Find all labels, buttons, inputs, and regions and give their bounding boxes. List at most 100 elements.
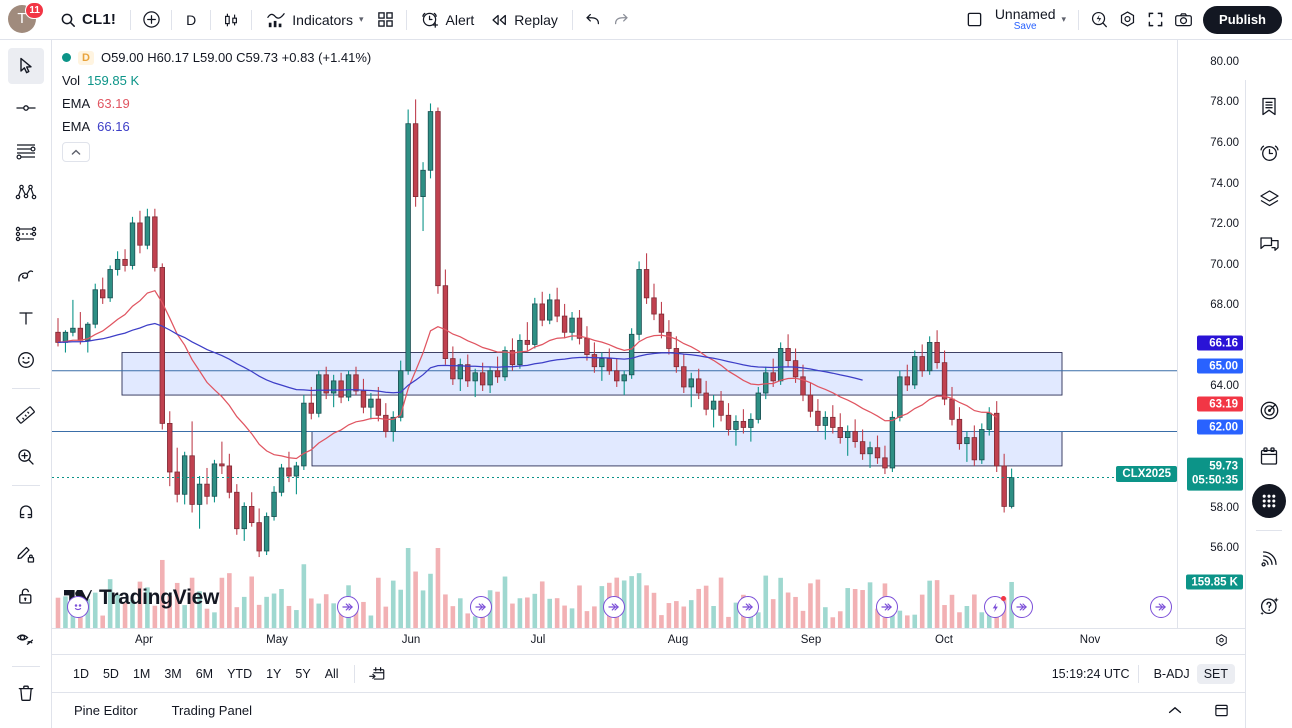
alerts-panel-button[interactable] xyxy=(1251,134,1287,170)
hide-drawings-tool[interactable] xyxy=(8,620,44,656)
fullscreen-button[interactable] xyxy=(1141,6,1169,34)
legend-collapse-button[interactable] xyxy=(62,142,90,162)
timeframe-1m[interactable]: 1M xyxy=(132,666,151,681)
brush-tool[interactable] xyxy=(8,258,44,294)
chevron-down-icon[interactable]: ▾ xyxy=(1061,14,1067,24)
chart-settings-button[interactable] xyxy=(1113,6,1141,34)
drawing-mode-tool[interactable] xyxy=(8,536,44,572)
dividend-event[interactable] xyxy=(1150,596,1172,618)
timeframe-1d[interactable]: 1D xyxy=(73,666,89,681)
redo-button[interactable] xyxy=(607,6,635,34)
dividend-event[interactable] xyxy=(876,596,898,618)
zone-upper-price-badge[interactable]: 65.00 xyxy=(1197,358,1243,374)
legend-series-row[interactable]: D O59.00 H60.17 L59.00 C59.73 +0.83 (+1.… xyxy=(62,46,371,69)
horizontal-lines-tool[interactable] xyxy=(8,132,44,168)
ema-fast-price-badge[interactable]: 63.19 xyxy=(1197,396,1243,412)
news-event[interactable] xyxy=(984,596,1006,618)
dividend-event[interactable] xyxy=(1011,596,1033,618)
last-price-badge[interactable]: 59.73 05:50:35 xyxy=(1186,457,1243,491)
save-layout-button[interactable] xyxy=(961,6,989,34)
dividend-event[interactable] xyxy=(737,596,759,618)
cursor-tool[interactable] xyxy=(7,48,44,84)
timeframe-5d[interactable]: 5D xyxy=(102,666,119,681)
publish-button[interactable]: Publish xyxy=(1203,5,1282,34)
timeframe-6m[interactable]: 6M xyxy=(195,666,214,681)
legend-volume-row[interactable]: Vol 159.85 K xyxy=(62,69,371,92)
session-clock[interactable]: 15:19:24 UTC xyxy=(1051,666,1130,681)
emoji-tool[interactable] xyxy=(8,342,44,378)
timeframe-all[interactable]: All xyxy=(324,666,339,681)
chevron-down-icon[interactable]: ▾ xyxy=(358,14,364,24)
legend-ema-fast-row[interactable]: EMA 63.19 xyxy=(62,92,371,115)
pattern-tool[interactable] xyxy=(8,174,44,210)
watchlist-panel-button[interactable] xyxy=(1251,88,1287,124)
replay-button[interactable]: Replay xyxy=(482,6,566,34)
divider xyxy=(210,9,212,30)
timeframe-1y[interactable]: 1Y xyxy=(266,666,282,681)
dividend-event[interactable] xyxy=(337,596,359,618)
undo-button[interactable] xyxy=(579,6,607,34)
legend-ema-slow-row[interactable]: EMA 66.16 xyxy=(62,115,371,138)
volume-value-badge[interactable]: 159.85 K xyxy=(1186,574,1243,590)
quick-search-button[interactable] xyxy=(1085,6,1113,34)
timeframe-5y[interactable]: 5Y xyxy=(295,666,311,681)
magnet-tool[interactable] xyxy=(8,494,44,530)
time-axis[interactable]: Apr May Jun Jul Aug Sep Oct Nov xyxy=(52,628,1245,654)
chart-settings-quick-button[interactable]: SET xyxy=(1196,663,1235,684)
divider xyxy=(251,9,253,30)
measure-tool[interactable] xyxy=(8,397,44,433)
candle-body xyxy=(681,366,687,388)
indicators-button[interactable]: Indicators ▾ xyxy=(258,6,371,34)
volume-bar xyxy=(629,576,634,628)
tab-trading-panel[interactable]: Trading Panel xyxy=(171,703,253,718)
data-window-panel-button[interactable] xyxy=(1251,180,1287,216)
last-price-symbol-tag[interactable]: CLX2025 xyxy=(1116,466,1177,482)
apps-panel-button[interactable] xyxy=(1252,484,1286,518)
demand-zone[interactable] xyxy=(311,431,1063,467)
layout-save-link[interactable]: Save xyxy=(1013,20,1037,32)
ideas-panel-button[interactable] xyxy=(1251,392,1287,428)
text-tool[interactable] xyxy=(8,300,44,336)
snapshot-button[interactable] xyxy=(1169,6,1197,34)
price-plot[interactable] xyxy=(52,40,1177,628)
chat-panel-button[interactable] xyxy=(1251,226,1287,262)
brush-icon xyxy=(15,266,36,286)
price-axis[interactable]: 80.00 78.00 76.00 74.00 72.00 70.00 68.00 64.00… xyxy=(1177,40,1245,628)
trend-line-tool[interactable] xyxy=(8,90,44,126)
time-axis-settings-button[interactable] xyxy=(1214,633,1229,648)
alert-button[interactable]: Alert xyxy=(413,6,483,34)
remove-drawings-tool[interactable] xyxy=(8,675,44,711)
panel-collapse-button[interactable] xyxy=(1161,697,1189,725)
date-range-button[interactable] xyxy=(363,660,391,688)
symbol-search-button[interactable]: CL1! xyxy=(52,6,124,34)
zone-lower-price-badge[interactable]: 62.00 xyxy=(1197,419,1243,435)
ema-slow-price-badge[interactable]: 66.16 xyxy=(1197,335,1243,351)
notification-badge[interactable]: 11 xyxy=(25,1,44,19)
volume-bar xyxy=(219,577,225,628)
adjustment-button[interactable]: B-ADJ xyxy=(1153,666,1190,681)
candle-body xyxy=(532,303,538,345)
user-avatar[interactable]: T 11 xyxy=(8,1,44,35)
panel-maximize-button[interactable] xyxy=(1207,697,1235,725)
lock-drawings-tool[interactable] xyxy=(8,578,44,614)
chart-style-button[interactable] xyxy=(217,6,245,34)
earnings-event[interactable] xyxy=(67,596,89,618)
timeframe-3m[interactable]: 3M xyxy=(164,666,182,681)
chart-column: TradingView D O59.00 H60.17 L59.00 C59.7… xyxy=(52,40,1245,728)
interval-button[interactable]: D xyxy=(178,6,204,34)
stream-panel-button[interactable] xyxy=(1251,541,1287,577)
help-panel-button[interactable] xyxy=(1251,587,1287,623)
prediction-tool[interactable] xyxy=(8,216,44,252)
timeframe-ytd[interactable]: YTD xyxy=(227,666,253,681)
layout-name-button[interactable]: Unnamed Save xyxy=(989,7,1062,32)
layouts-button[interactable] xyxy=(372,6,400,34)
legend-volume-label: Vol xyxy=(62,73,81,88)
volume-bar xyxy=(711,605,716,628)
dividend-event[interactable] xyxy=(603,596,625,618)
add-symbol-button[interactable] xyxy=(137,6,165,34)
chart-pane[interactable]: TradingView D O59.00 H60.17 L59.00 C59.7… xyxy=(52,40,1177,628)
tab-pine-editor[interactable]: Pine Editor xyxy=(74,703,138,718)
calendar-panel-button[interactable] xyxy=(1251,438,1287,474)
zoom-tool[interactable] xyxy=(8,439,44,475)
dividend-event[interactable] xyxy=(470,596,492,618)
